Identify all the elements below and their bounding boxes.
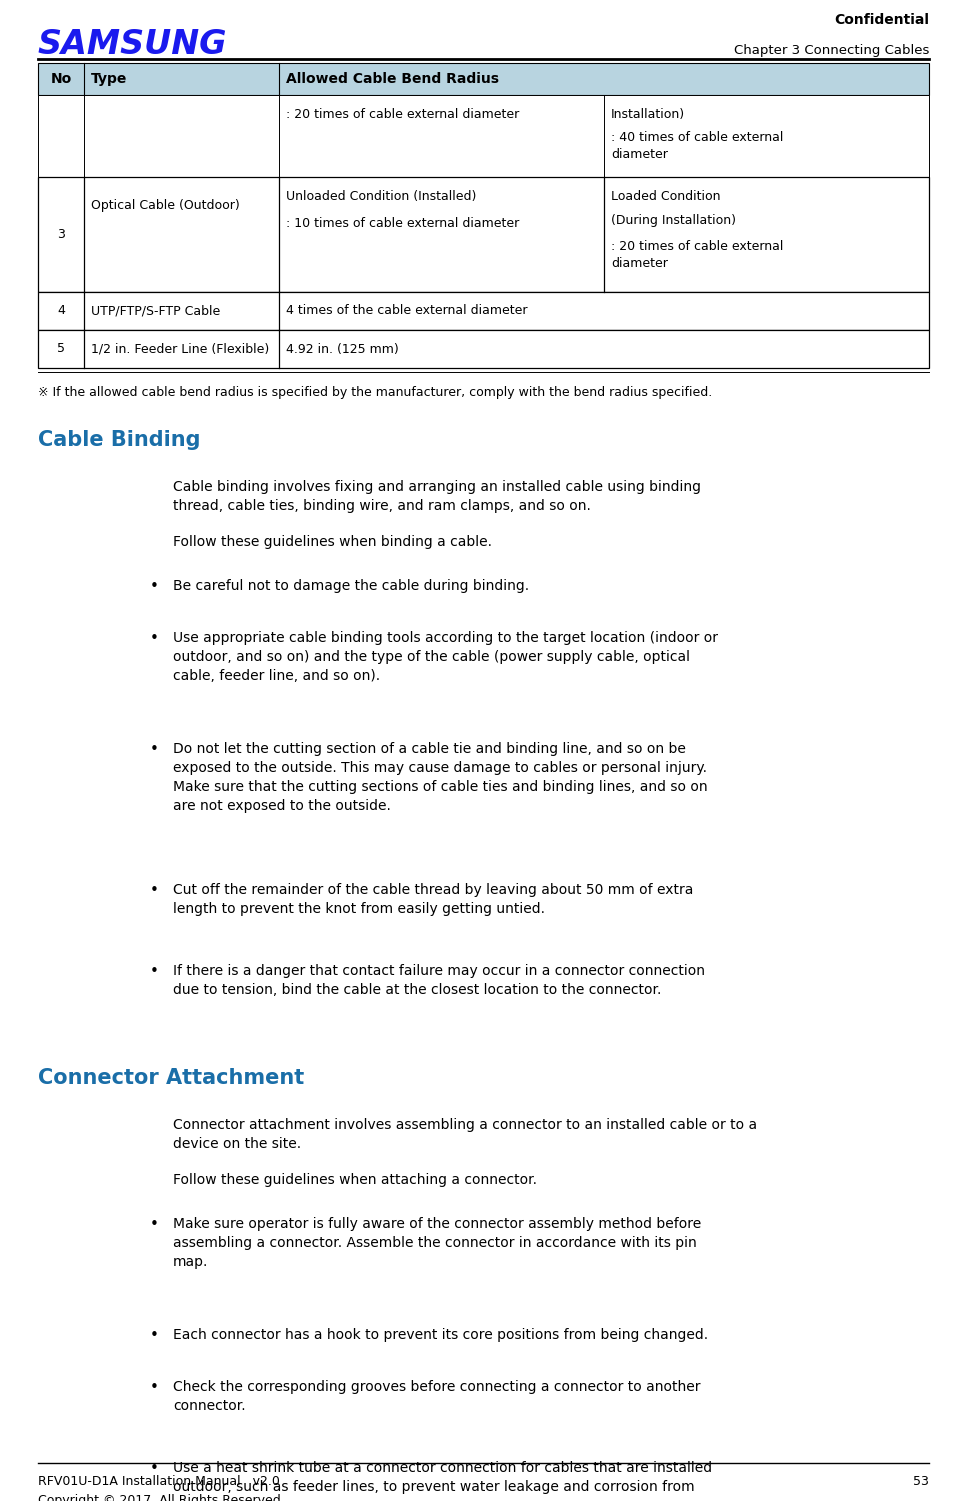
Text: : 20 times of cable external
diameter: : 20 times of cable external diameter bbox=[611, 240, 784, 270]
Text: Each connector has a hook to prevent its core positions from being changed.: Each connector has a hook to prevent its… bbox=[173, 1328, 708, 1342]
Text: Loaded Condition: Loaded Condition bbox=[611, 191, 720, 203]
Text: Use a heat shrink tube at a connector connection for cables that are installed
o: Use a heat shrink tube at a connector co… bbox=[173, 1460, 713, 1493]
Bar bbox=[38, 177, 929, 293]
Text: Check the corresponding grooves before connecting a connector to another
connect: Check the corresponding grooves before c… bbox=[173, 1379, 700, 1412]
Text: : 10 times of cable external diameter: : 10 times of cable external diameter bbox=[286, 218, 519, 230]
Text: Installation): Installation) bbox=[611, 108, 685, 122]
Text: Cable Binding: Cable Binding bbox=[38, 429, 200, 450]
Text: Chapter 3 Connecting Cables: Chapter 3 Connecting Cables bbox=[734, 44, 929, 57]
Text: Follow these guidelines when attaching a connector.: Follow these guidelines when attaching a… bbox=[173, 1172, 537, 1187]
Text: (During Installation): (During Installation) bbox=[611, 215, 736, 227]
Text: UTP/FTP/S-FTP Cable: UTP/FTP/S-FTP Cable bbox=[91, 305, 221, 318]
Text: Confidential: Confidential bbox=[834, 14, 929, 27]
Text: •: • bbox=[150, 741, 159, 757]
Text: Do not let the cutting section of a cable tie and binding line, and so on be
exp: Do not let the cutting section of a cabl… bbox=[173, 741, 708, 812]
Text: •: • bbox=[150, 1460, 159, 1475]
Text: 1/2 in. Feeder Line (Flexible): 1/2 in. Feeder Line (Flexible) bbox=[91, 342, 269, 356]
Text: Copyright © 2017, All Rights Reserved.: Copyright © 2017, All Rights Reserved. bbox=[38, 1493, 285, 1501]
Text: 3: 3 bbox=[58, 228, 65, 242]
Text: Use appropriate cable binding tools according to the target location (indoor or
: Use appropriate cable binding tools acco… bbox=[173, 630, 718, 683]
Text: 5: 5 bbox=[58, 342, 65, 356]
Text: SAMSUNG: SAMSUNG bbox=[38, 29, 227, 62]
Text: ※ If the allowed cable bend radius is specified by the manufacturer, comply with: ※ If the allowed cable bend radius is sp… bbox=[38, 386, 713, 399]
Text: No: No bbox=[51, 72, 72, 86]
Text: Type: Type bbox=[91, 72, 128, 86]
Text: •: • bbox=[150, 579, 159, 594]
Text: 53: 53 bbox=[913, 1475, 929, 1487]
Text: Connector attachment involves assembling a connector to an installed cable or to: Connector attachment involves assembling… bbox=[173, 1118, 757, 1151]
Text: If there is a danger that contact failure may occur in a connector connection
du: If there is a danger that contact failur… bbox=[173, 964, 705, 997]
Text: •: • bbox=[150, 964, 159, 979]
Text: 4 times of the cable external diameter: 4 times of the cable external diameter bbox=[286, 305, 527, 318]
Text: Allowed Cable Bend Radius: Allowed Cable Bend Radius bbox=[286, 72, 499, 86]
Text: : 40 times of cable external
diameter: : 40 times of cable external diameter bbox=[611, 131, 784, 161]
Text: Optical Cable (Outdoor): Optical Cable (Outdoor) bbox=[91, 200, 240, 212]
Text: •: • bbox=[150, 630, 159, 645]
Text: : 20 times of cable external diameter: : 20 times of cable external diameter bbox=[286, 108, 519, 122]
Text: 4: 4 bbox=[58, 305, 65, 318]
Bar bbox=[38, 63, 929, 95]
Text: Connector Attachment: Connector Attachment bbox=[38, 1067, 304, 1088]
Bar bbox=[38, 95, 929, 177]
Bar bbox=[38, 330, 929, 368]
Text: Be careful not to damage the cable during binding.: Be careful not to damage the cable durin… bbox=[173, 579, 529, 593]
Text: Cut off the remainder of the cable thread by leaving about 50 mm of extra
length: Cut off the remainder of the cable threa… bbox=[173, 883, 693, 916]
Text: •: • bbox=[150, 883, 159, 898]
Text: Make sure operator is fully aware of the connector assembly method before
assemb: Make sure operator is fully aware of the… bbox=[173, 1217, 701, 1268]
Text: Unloaded Condition (Installed): Unloaded Condition (Installed) bbox=[286, 191, 476, 203]
Text: Cable binding involves fixing and arranging an installed cable using binding
thr: Cable binding involves fixing and arrang… bbox=[173, 480, 701, 513]
Text: 4.92 in. (125 mm): 4.92 in. (125 mm) bbox=[286, 342, 398, 356]
Bar bbox=[38, 293, 929, 330]
Text: RFV01U-D1A Installation Manual   v2.0: RFV01U-D1A Installation Manual v2.0 bbox=[38, 1475, 280, 1487]
Text: Follow these guidelines when binding a cable.: Follow these guidelines when binding a c… bbox=[173, 534, 492, 549]
Text: •: • bbox=[150, 1217, 159, 1232]
Text: •: • bbox=[150, 1328, 159, 1343]
Text: •: • bbox=[150, 1379, 159, 1394]
